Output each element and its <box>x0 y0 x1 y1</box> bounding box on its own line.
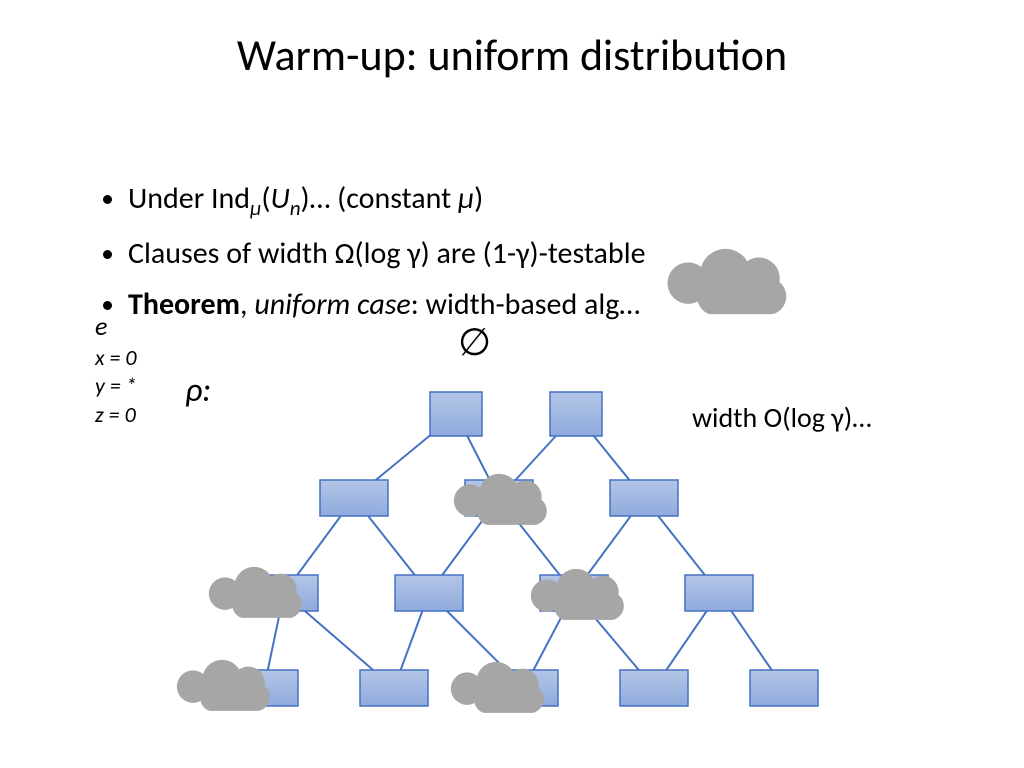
tree-edge <box>456 414 499 498</box>
tree-edge <box>654 593 719 688</box>
tree-edge <box>354 498 429 593</box>
slide: Warm-up: uniform distribution Under Indμ… <box>0 0 1024 768</box>
e-label: e <box>95 310 137 344</box>
tree-node <box>750 670 818 706</box>
tree-edge <box>429 593 524 688</box>
tree-edge <box>284 593 394 688</box>
cloud-icon <box>209 567 302 618</box>
tree-edge <box>719 593 784 688</box>
empty-set-symbol: ∅ <box>458 320 491 366</box>
tree-node <box>685 575 753 611</box>
width-note: width O(log γ)… <box>692 400 872 435</box>
tree-node <box>430 392 482 436</box>
tree-node <box>620 670 688 706</box>
tree-node <box>610 480 678 516</box>
tree-node <box>230 670 298 706</box>
u-var: U <box>270 180 289 217</box>
tree-edge <box>576 414 644 498</box>
slide-title: Warm-up: uniform distribution <box>0 28 1024 82</box>
tree-node <box>250 575 318 611</box>
tree-node <box>465 480 533 516</box>
tree-edge <box>284 498 354 593</box>
tree-node <box>395 575 463 611</box>
subscript-mu: μ <box>250 195 261 221</box>
bullet-1: Under Indμ(Un)… (constant μ) <box>128 180 1000 221</box>
tree-node <box>360 670 428 706</box>
bullet-3: Theorem, uniform case: width-based alg… <box>128 286 1000 323</box>
tree-edge <box>644 498 719 593</box>
tree-edge <box>499 498 574 593</box>
tree-edge <box>574 593 654 688</box>
assign-y: y = * <box>95 372 137 401</box>
tree-edge <box>264 593 284 688</box>
tree-diagram <box>0 0 1024 768</box>
bullet-list: Under Indμ(Un)… (constant μ) Clauses of … <box>60 180 1000 337</box>
assign-x: x = 0 <box>95 344 137 373</box>
subscript-n: n <box>290 195 301 221</box>
tree-edge <box>524 593 574 688</box>
tree-edge <box>354 414 456 498</box>
tree-node <box>490 670 558 706</box>
cloud-icon <box>531 569 624 620</box>
tree-node <box>540 575 608 611</box>
theorem-word: Theorem <box>128 286 240 323</box>
text: : width-based alg… <box>411 286 640 323</box>
tree-edge <box>429 498 499 593</box>
text: )… (constant <box>301 180 458 217</box>
text: ) <box>474 180 483 217</box>
assign-z: z = 0 <box>95 401 137 430</box>
text: Under Ind <box>128 180 250 217</box>
rho-label: ρ: <box>185 370 211 411</box>
text: , <box>240 286 254 323</box>
tree-node <box>550 392 602 436</box>
cloud-icon <box>451 662 544 713</box>
cloud-icon <box>454 474 547 525</box>
tree-edge <box>499 414 576 498</box>
tree-edge <box>394 593 429 688</box>
rho-assignment-block: e x = 0 y = * z = 0 <box>95 310 137 430</box>
tree-edge <box>574 498 644 593</box>
bullet-2: Clauses of width Ω(log γ) are (1-γ)-test… <box>128 235 1000 272</box>
mu-var: μ <box>458 180 474 217</box>
tree-node <box>320 480 388 516</box>
cloud-icon <box>177 660 270 711</box>
uniform-case: uniform case <box>254 286 410 323</box>
